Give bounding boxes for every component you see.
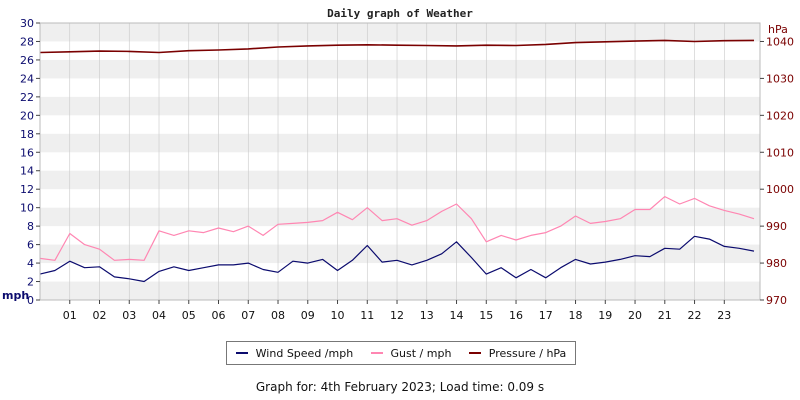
right-tick-label: 1040: [766, 35, 794, 48]
wind-speed-line: [39, 235, 755, 283]
x-tick-label: 20: [628, 309, 642, 322]
legend-swatch-wind: [235, 352, 248, 354]
x-tick-label: 23: [717, 309, 731, 322]
x-tick-label: 18: [569, 309, 583, 322]
right-tick-label: 1020: [766, 109, 794, 122]
legend-swatch-pressure: [468, 352, 481, 354]
x-tick-label: 13: [420, 309, 434, 322]
x-tick-label: 15: [479, 309, 493, 322]
legend-item-gust: Gust / mph: [370, 346, 452, 360]
left-tick-label: 24: [20, 72, 34, 85]
x-tick-label: 02: [93, 309, 107, 322]
x-tick-label: 14: [450, 309, 464, 322]
plot-frame: [39, 22, 761, 301]
left-tick-label: 6: [27, 239, 34, 252]
x-tick-label: 10: [331, 309, 345, 322]
left-tick-label: 8: [27, 220, 34, 233]
chart-title: Daily graph of Weather: [327, 7, 473, 20]
right-axis-ticks: 970 980 990 1000 1010 1020 1030 1040: [760, 35, 794, 307]
background-band: [40, 59, 760, 79]
left-tick-label: 22: [20, 91, 34, 104]
x-tick-label: 22: [688, 309, 702, 322]
right-tick-label: 1000: [766, 183, 794, 196]
left-tick-label: 0: [27, 294, 34, 307]
legend-item-pressure: Pressure / hPa: [468, 346, 567, 360]
legend-label-pressure: Pressure / hPa: [488, 346, 567, 360]
chart-legend: Wind Speed /mph Gust / mph Pressure / hP…: [226, 341, 576, 365]
left-axis-unit: mph: [2, 289, 29, 302]
background-band: [40, 133, 760, 153]
left-tick-label: 4: [27, 257, 34, 270]
footer-text: Graph for: 4th February 2023; Load time:…: [255, 380, 545, 394]
left-tick-label: 30: [20, 17, 34, 30]
right-tick-label: 1010: [766, 146, 794, 159]
x-axis-ticks: 01 02 03 04 05 06 07 08 09 10 11 12 13 14 15 16 17 18 19 20…: [63, 300, 731, 322]
left-tick-label: 26: [20, 54, 34, 67]
left-tick-label: 20: [20, 109, 34, 122]
background-band: [40, 244, 760, 264]
x-tick-label: 11: [360, 309, 374, 322]
x-tick-label: 08: [271, 309, 285, 322]
legend-label-wind: Wind Speed /mph: [255, 346, 354, 360]
background-band: [40, 281, 760, 300]
left-tick-label: 14: [20, 165, 34, 178]
right-tick-label: 980: [766, 257, 787, 270]
left-tick-label: 10: [20, 202, 34, 215]
legend-item-wind: Wind Speed /mph: [235, 346, 354, 360]
right-tick-label: 970: [766, 294, 787, 307]
pressure-line: [39, 39, 755, 54]
x-tick-label: 19: [598, 309, 612, 322]
left-tick-label: 28: [20, 35, 34, 48]
gust-line: [39, 196, 755, 261]
background-band: [40, 23, 760, 42]
vertical-gridlines: [69, 23, 725, 300]
right-axis-unit: hPa: [768, 23, 788, 36]
left-tick-label: 18: [20, 128, 34, 141]
x-tick-label: 07: [241, 309, 255, 322]
right-tick-label: 990: [766, 220, 787, 233]
background-bands: [40, 23, 760, 300]
x-tick-label: 05: [182, 309, 196, 322]
legend-label-gust: Gust / mph: [390, 346, 452, 360]
right-tick-label: 1030: [766, 72, 794, 85]
x-tick-label: 21: [658, 309, 672, 322]
weather-chart: Daily graph of Weather 02468101214161820…: [2, 7, 794, 322]
x-tick-label: 04: [152, 309, 166, 322]
x-tick-label: 17: [539, 309, 553, 322]
background-band: [40, 207, 760, 227]
series-layer: [39, 39, 755, 283]
x-tick-label: 03: [122, 309, 136, 322]
left-tick-label: 12: [20, 183, 34, 196]
x-tick-label: 09: [301, 309, 315, 322]
left-tick-label: 2: [27, 276, 34, 289]
background-band: [40, 170, 760, 190]
x-tick-label: 16: [509, 309, 523, 322]
legend-swatch-gust: [370, 352, 383, 354]
x-tick-label: 01: [63, 309, 77, 322]
left-tick-label: 16: [20, 146, 34, 159]
x-tick-label: 12: [390, 309, 404, 322]
background-band: [40, 96, 760, 116]
x-tick-label: 06: [212, 309, 226, 322]
